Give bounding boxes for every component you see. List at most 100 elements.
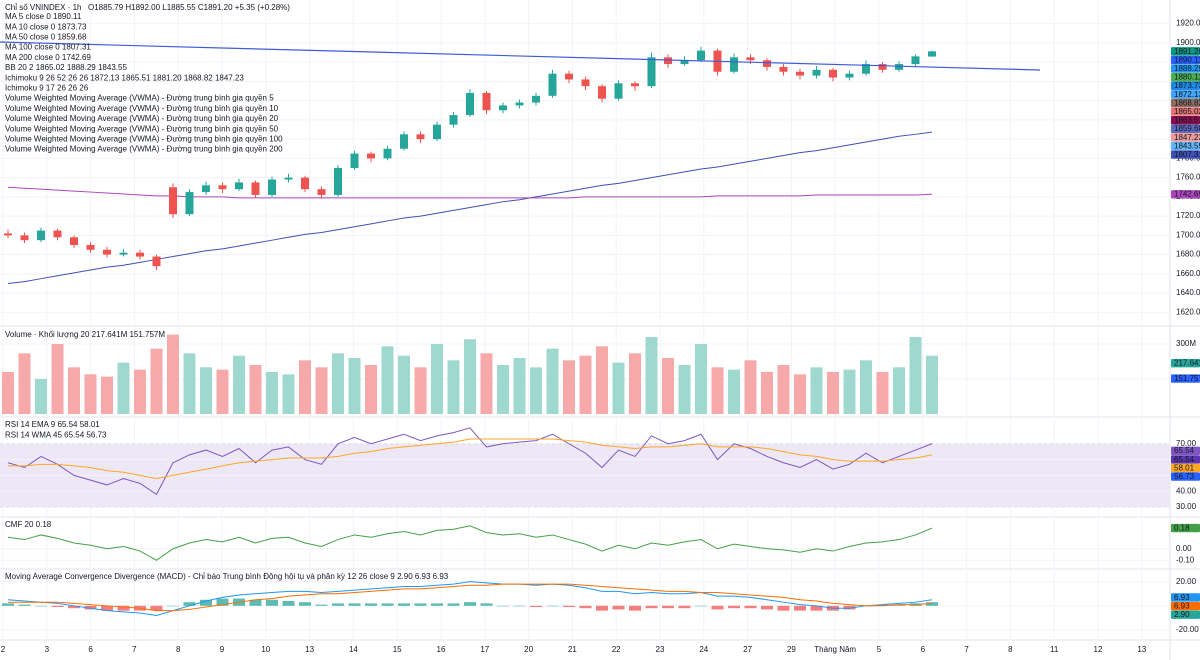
indicator-line: [7, 427, 933, 496]
price-tag-label: 1863.51: [1174, 116, 1200, 125]
macd-histogram-bar: [84, 605, 97, 610]
price-tag-label: 1872.13: [1174, 90, 1200, 99]
x-tick-label: 27: [743, 645, 752, 654]
legend-text: MA 200 close 0 1742.69: [5, 53, 91, 62]
x-tick-label: 13: [305, 645, 314, 654]
candle-body: [383, 148, 392, 159]
candle-body: [136, 252, 144, 257]
volume-bar: [662, 358, 674, 414]
x-tick-label: 7: [132, 645, 137, 654]
candle-body: [829, 69, 837, 78]
x-tick-label: 17: [480, 645, 489, 654]
price-tag-label: 1807.31: [1174, 150, 1200, 159]
y-tick-label: 1620.00: [1176, 307, 1200, 316]
candle-body: [548, 73, 557, 96]
candle-body: [169, 187, 177, 215]
macd-histogram-bar: [695, 605, 707, 607]
volume-bar: [480, 353, 493, 414]
macd-histogram-bar: [612, 605, 625, 610]
candle-body: [680, 60, 689, 65]
candle-body: [218, 185, 227, 190]
y-tick-label: 1720.00: [1176, 211, 1200, 220]
x-tick-label: 16: [437, 645, 446, 654]
indicator-line: [8, 438, 933, 480]
macd-histogram-bar: [299, 602, 311, 606]
macd-histogram-bar: [678, 605, 691, 609]
price-tag-label: 1890.11: [1174, 55, 1200, 64]
y-tick-label: 0.00: [1176, 544, 1192, 553]
x-tick-label: 9: [220, 645, 225, 654]
x-tick-label: 20: [524, 645, 533, 654]
macd-histogram-bar: [876, 604, 889, 606]
macd-histogram-bar: [480, 603, 493, 606]
candle-body: [301, 177, 309, 190]
candle-body: [664, 57, 672, 65]
x-tick-label: 3: [45, 645, 50, 654]
x-tick-label: 21: [568, 645, 577, 654]
macd-histogram-bar: [530, 605, 542, 608]
y-tick-label: -20.00: [1176, 625, 1199, 634]
volume-bar: [282, 374, 295, 414]
volume-bar: [777, 365, 790, 414]
legend-text: Volume · Khối lượng 20 217.641M 151.757M: [5, 330, 165, 339]
price-tag-label: 1880.11: [1174, 73, 1200, 82]
price-tag-label: 151.757M: [1174, 374, 1200, 383]
legend-text: MA 10 close 0 1873.73: [5, 22, 87, 31]
price-tag-label: 1873.73: [1174, 81, 1200, 90]
candle-body: [350, 153, 359, 168]
price-tag: [1171, 47, 1200, 56]
overlay: 2 3 6 7 8 9 10 13 14 15 16 17 20 21 22 23 24 27 29 Tháng Nă…: [1, 12, 1200, 654]
macd-histogram-bar: [249, 599, 262, 606]
price-tag: [1171, 124, 1200, 133]
candle-body: [235, 182, 243, 190]
macd-histogram-bar: [744, 605, 757, 609]
volume-bar: [183, 353, 196, 414]
volume-bar: [596, 346, 608, 414]
macd-histogram-bar: [68, 605, 80, 609]
macd-histogram-bar: [18, 604, 31, 606]
volume-bar: [794, 374, 806, 414]
legend-text: Volume Weighted Moving Average (VWMA) - …: [5, 124, 279, 133]
candle-body: [119, 252, 128, 255]
candle-body: [796, 71, 804, 76]
y-tick-label: 1760.00: [1176, 173, 1200, 182]
candle-body: [251, 182, 260, 195]
x-tick-label: 11: [1050, 645, 1059, 654]
macd-histogram-bar: [497, 605, 509, 607]
volume-bar: [431, 344, 443, 414]
ohlc-text: O1885.79 H1892.00 L1885.55 C1891.20 +5.3…: [88, 3, 290, 12]
volume-bar: [645, 337, 658, 414]
macd-histogram-bar: [513, 605, 526, 607]
plot: [2, 46, 938, 616]
macd-histogram-bar: [464, 602, 476, 606]
macd-histogram-bar: [200, 599, 212, 606]
candle-body: [86, 245, 95, 250]
volume-bar: [381, 346, 394, 414]
volume-bar: [200, 367, 212, 414]
candle-body: [845, 73, 854, 78]
candle-body: [416, 134, 425, 140]
price-tag: [1171, 359, 1200, 368]
volume-bar: [563, 360, 575, 414]
price-tag-label: 1843.55: [1174, 141, 1200, 150]
price-tag-label: 6.93: [1174, 601, 1190, 610]
candle-body: [482, 92, 491, 111]
candle-body: [878, 64, 887, 70]
macd-histogram-bar: [167, 605, 179, 607]
price-tag: [1171, 98, 1200, 108]
volume-bar: [18, 353, 31, 414]
candle-body: [20, 235, 29, 241]
macd-histogram-bar: [51, 605, 64, 608]
legend-text: MA 5 close 0 1890.11: [5, 12, 82, 21]
x-tick-label: Tháng Năm: [814, 645, 856, 654]
x-tick-label: 22: [612, 645, 621, 654]
legend-text: MA 100 close 0 1807.31: [5, 43, 91, 52]
macd-histogram-bar: [150, 605, 163, 611]
macd-histogram-bar: [645, 605, 658, 609]
price-tag-label: 65.54: [1174, 446, 1195, 455]
x-tick-label: 10: [261, 645, 270, 654]
symbol-title: Chỉ số VNINDEX · 1h: [5, 3, 81, 12]
volume-bar: [51, 344, 64, 414]
candle-body: [647, 57, 656, 87]
